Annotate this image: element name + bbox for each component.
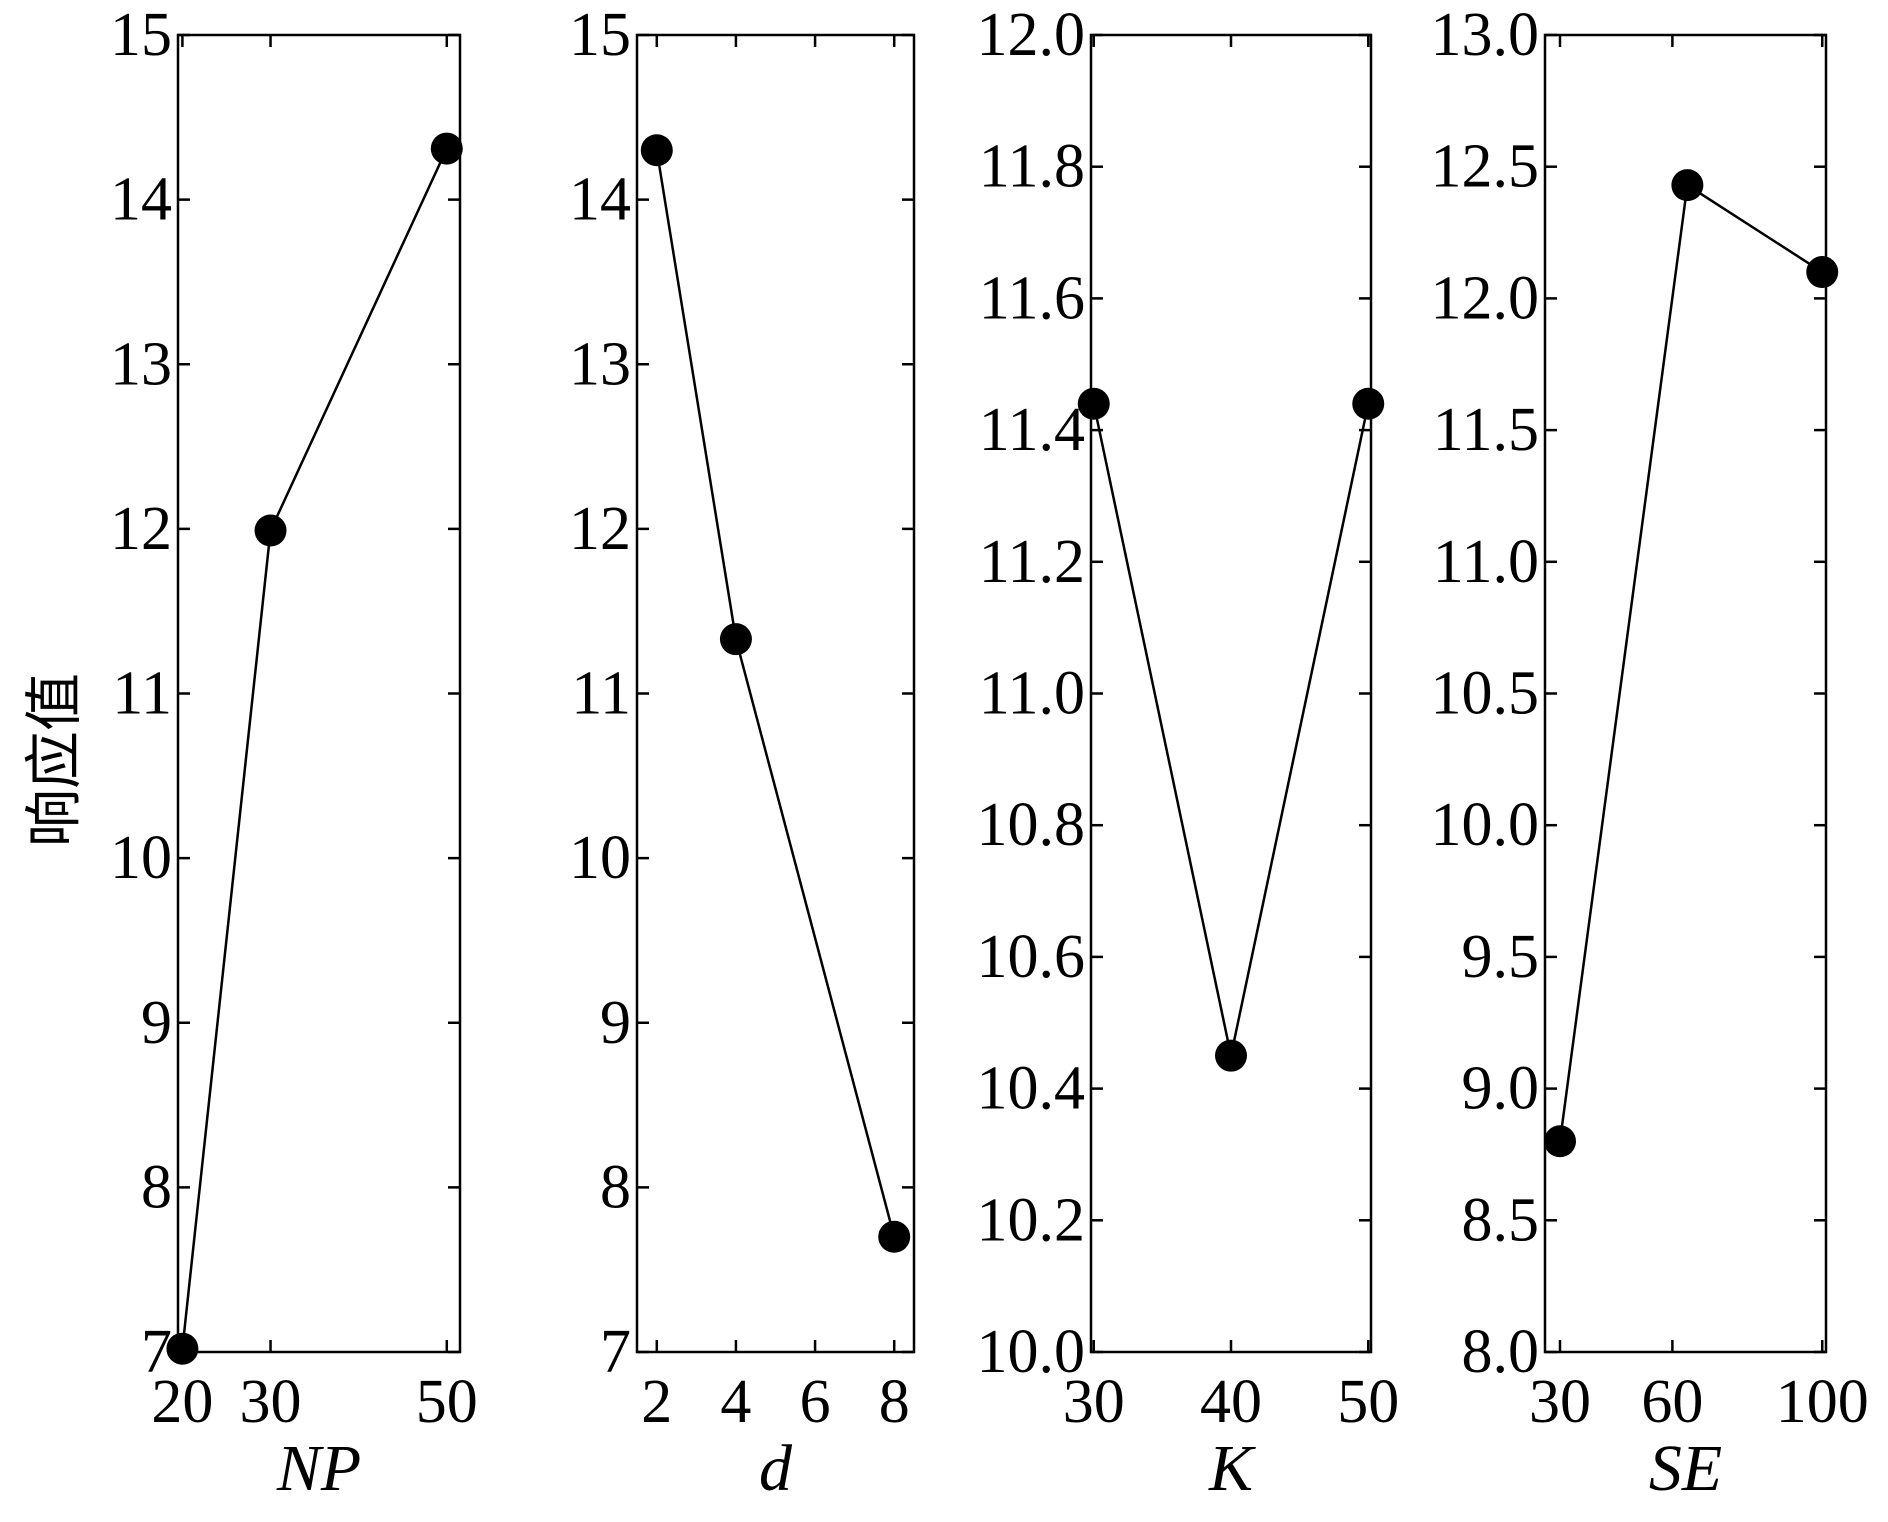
series-line: [1558, 183, 1823, 1142]
x-tick-label: 2: [641, 1368, 672, 1436]
data-point: [1352, 387, 1385, 420]
x-tick-label: 40: [1200, 1368, 1262, 1436]
y-tick-label: 15: [110, 1, 172, 69]
y-tick-label: 11.0: [1433, 528, 1539, 596]
y-tick-label: 12.0: [977, 1, 1086, 69]
x-tick-label: 60: [1641, 1368, 1703, 1436]
y-tick-label: 10.0: [977, 1318, 1086, 1386]
series-line: [1092, 403, 1370, 1056]
data-point: [1671, 169, 1704, 202]
y-tick-label: 13: [110, 330, 172, 398]
y-tick-label: 11.5: [1433, 396, 1539, 464]
data-point: [1215, 1039, 1247, 1072]
x-tick-label: 8: [879, 1368, 910, 1436]
y-tick-label: 11: [571, 660, 631, 728]
data-point: [430, 132, 463, 165]
y-tick-label: 15: [569, 1, 631, 69]
y-tick-label: 12: [110, 495, 172, 563]
data-point: [1077, 387, 1110, 420]
y-tick-label: 10.6: [977, 923, 1086, 991]
x-tick-label: 100: [1776, 1368, 1869, 1436]
y-tick-label: 11.6: [979, 264, 1085, 332]
data-point: [719, 623, 752, 656]
y-tick-label: 11.0: [979, 660, 1085, 728]
data-point: [640, 134, 673, 167]
x-axis-title: d: [759, 1432, 793, 1505]
y-tick-label: 12: [569, 495, 631, 563]
y-tick-label: 7: [600, 1318, 631, 1386]
data-point: [1543, 1125, 1576, 1158]
y-tick-label: 10: [110, 824, 172, 892]
y-tick-label: 13.0: [1431, 1, 1540, 69]
y-tick-label: 10.2: [977, 1186, 1086, 1254]
x-tick-label: 30: [1063, 1368, 1125, 1436]
y-tick-label: 9.5: [1462, 923, 1540, 991]
y-tick-label: 14: [569, 166, 631, 234]
y-tick-label: 8.0: [1462, 1318, 1540, 1386]
x-tick-label: 30: [240, 1368, 302, 1436]
x-axis-title: SE: [1649, 1432, 1722, 1505]
series-line: [655, 150, 896, 1238]
y-tick-label: 11.4: [979, 396, 1085, 464]
x-tick-label: 50: [416, 1368, 478, 1436]
y-tick-label: 14: [110, 166, 172, 234]
x-tick-label: 20: [151, 1368, 213, 1436]
y-axis-label-group: 响应值: [20, 673, 88, 847]
data-point: [878, 1220, 911, 1253]
data-point: [254, 514, 287, 547]
x-axis-title: K: [1208, 1432, 1256, 1505]
series-line: [181, 148, 448, 1349]
y-tick-label: 10.8: [977, 791, 1086, 859]
y-tick-label: 12.0: [1431, 264, 1540, 332]
y-tick-label: 9: [141, 989, 172, 1057]
y-tick-label: 11.8: [979, 133, 1085, 201]
y-tick-label: 8: [141, 1153, 172, 1221]
y-axis-label: 响应值: [20, 673, 88, 847]
data-point: [1806, 256, 1839, 289]
y-tick-label: 10.5: [1431, 660, 1540, 728]
x-tick-label: 50: [1337, 1368, 1399, 1436]
y-tick-label: 10.4: [977, 1055, 1086, 1123]
panel-4: 8.0 8.5 9.0 9.5 10.0 10.5 11.0 11.5 12.0 12.5 13.0…: [1431, 1, 1869, 1505]
x-tick-label: 4: [720, 1368, 751, 1436]
data-point: [166, 1332, 199, 1365]
y-tick-label: 11: [112, 660, 172, 728]
y-tick-label: 10: [569, 824, 631, 892]
x-tick-label: 6: [800, 1368, 831, 1436]
y-tick-label: 8.5: [1462, 1186, 1540, 1254]
y-tick-label: 9: [600, 989, 631, 1057]
y-tick-label: 13: [569, 330, 631, 398]
panel-3: 10.0 10.2 10.4 10.6 10.8 11.0 11.2 11.4 11.6 11.8…: [977, 1, 1400, 1505]
y-tick-label: 10.0: [1431, 791, 1540, 859]
plot-frame: [1089, 33, 1373, 1354]
y-tick-label: 12.5: [1431, 133, 1540, 201]
y-tick-label: 8: [600, 1153, 631, 1221]
plot-frame: [176, 33, 462, 1354]
x-axis-title: NP: [276, 1432, 361, 1505]
y-tick-label: 11.2: [979, 528, 1085, 596]
plot-frame: [1543, 33, 1828, 1354]
x-tick-label: 30: [1529, 1368, 1591, 1436]
y-tick-label: 9.0: [1462, 1055, 1540, 1123]
